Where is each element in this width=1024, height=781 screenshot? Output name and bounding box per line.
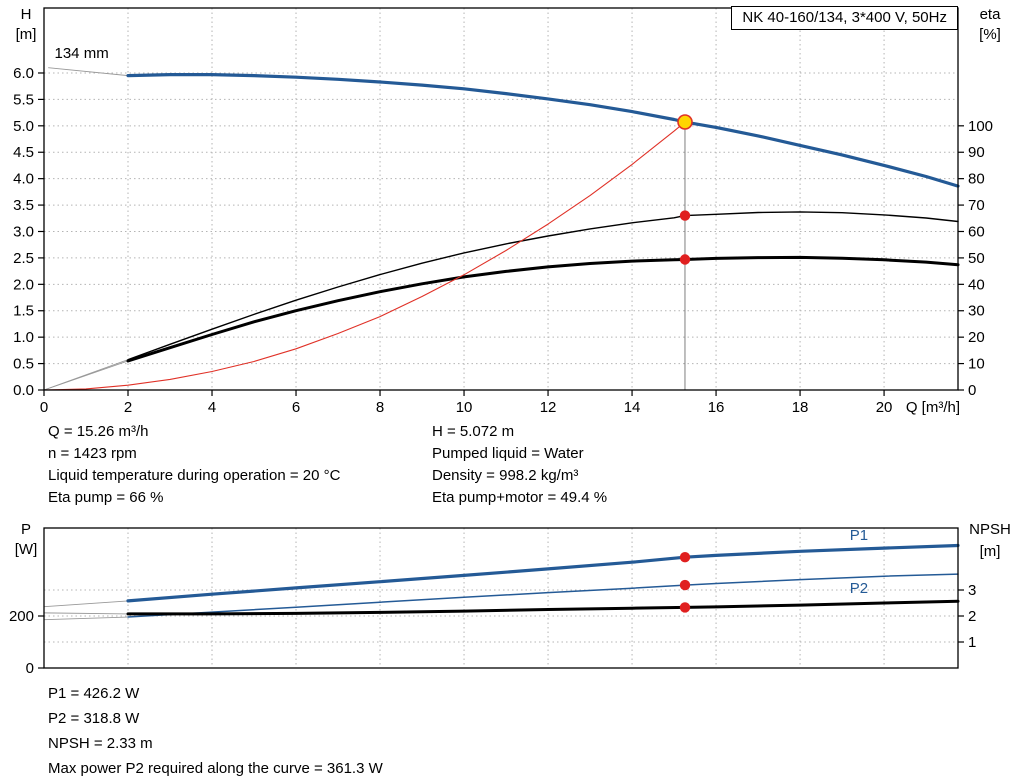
x-tick-label: 20 bbox=[876, 399, 893, 416]
x-tick-label: 2 bbox=[124, 399, 132, 416]
left-tick-label: 0 bbox=[26, 660, 34, 677]
flow-axis-label: Q [m³/h] bbox=[905, 399, 960, 416]
eta-pump-motor-curve bbox=[126, 255, 960, 363]
operating-point-text-right: H = 5.072 m Pumped liquid = Water Densit… bbox=[432, 421, 607, 509]
duty-value-dot[interactable] bbox=[679, 579, 691, 591]
left-tick-label: 4.5 bbox=[13, 144, 34, 161]
power-axis-unit: [W] bbox=[14, 541, 38, 558]
right-tick-label: 10 bbox=[968, 356, 985, 373]
left-tick-label: 2.5 bbox=[13, 250, 34, 267]
power-axis-symbol: P bbox=[20, 521, 31, 538]
max-power-result-line: Max power P2 required along the curve = … bbox=[48, 760, 383, 777]
duty-value-dot[interactable] bbox=[679, 552, 691, 563]
npsh-curve bbox=[126, 599, 960, 616]
duty-value-dot[interactable] bbox=[679, 210, 691, 221]
x-tick-label: 0 bbox=[40, 399, 48, 416]
right-tick-label: 40 bbox=[968, 276, 985, 293]
series-label-p1: P1 bbox=[850, 527, 868, 544]
right-tick-label: 80 bbox=[968, 171, 985, 188]
left-tick-label: 0.0 bbox=[13, 382, 34, 399]
power-npsh-chart: 0 200 1 2 3 P1 P2 bbox=[9, 527, 976, 677]
duty-point-marker[interactable] bbox=[677, 114, 693, 130]
duty-value-dot[interactable] bbox=[679, 602, 691, 613]
flow-value-line: Q = 15.26 m³/h bbox=[48, 423, 149, 440]
p1-curve bbox=[126, 543, 960, 603]
x-tick-label: 8 bbox=[376, 399, 384, 416]
left-tick-label: 3.5 bbox=[13, 197, 34, 214]
eta-pump-line: Eta pump = 66 % bbox=[48, 489, 164, 506]
x-tick-label: 10 bbox=[456, 399, 473, 416]
x-tick-label: 6 bbox=[292, 399, 300, 416]
p1-result-line: P1 = 426.2 W bbox=[48, 685, 140, 702]
left-tick-label: 1.0 bbox=[13, 329, 34, 346]
left-tick-label: 4.0 bbox=[13, 171, 34, 188]
plot-border bbox=[43, 527, 959, 669]
duty-value-dot[interactable] bbox=[679, 254, 691, 265]
right-tick-label: 100 bbox=[968, 118, 993, 135]
npsh-axis-unit: [m] bbox=[979, 543, 1001, 560]
head-axis-unit: [m] bbox=[15, 26, 37, 43]
right-tick-label: 70 bbox=[968, 197, 985, 214]
operating-point-text-left: Q = 15.26 m³/h n = 1423 rpm Liquid tempe… bbox=[48, 421, 340, 509]
right-tick-label: 90 bbox=[968, 144, 985, 161]
speed-value-line: n = 1423 rpm bbox=[48, 445, 137, 462]
left-tick-label: 5.0 bbox=[13, 118, 34, 135]
eta-pump-curve bbox=[127, 211, 959, 361]
right-tick-label: 1 bbox=[968, 634, 976, 651]
x-tick-label: 18 bbox=[792, 399, 809, 416]
head-axis-symbol: H bbox=[20, 6, 32, 23]
npsh-axis-symbol: NPSH bbox=[969, 521, 1011, 538]
x-tick-label: 14 bbox=[624, 399, 641, 416]
x-tick-label: 16 bbox=[708, 399, 725, 416]
left-tick-label: 6.0 bbox=[13, 65, 34, 82]
impeller-size-label: 134 mm bbox=[55, 45, 109, 62]
left-tick-label: 5.5 bbox=[13, 91, 34, 108]
left-tick-label: 200 bbox=[9, 608, 34, 625]
head-curve bbox=[126, 72, 960, 188]
right-tick-label: 0 bbox=[968, 382, 976, 399]
eta-axis-unit: [%] bbox=[979, 26, 1001, 43]
left-tick-label: 3.0 bbox=[13, 223, 34, 240]
plot-border bbox=[43, 7, 959, 391]
liquid-temperature-line: Liquid temperature during operation = 20… bbox=[48, 467, 341, 484]
left-tick-label: 0.5 bbox=[13, 356, 34, 373]
pump-designation-box: NK 40-160/134, 3*400 V, 50Hz bbox=[731, 6, 958, 30]
pumped-liquid-line: Pumped liquid = Water bbox=[432, 445, 584, 462]
x-tick-label: 12 bbox=[540, 399, 557, 416]
right-tick-label: 60 bbox=[968, 223, 985, 240]
p2-curve bbox=[127, 573, 959, 618]
head-value-line: H = 5.072 m bbox=[432, 423, 515, 440]
left-tick-label: 1.5 bbox=[13, 303, 34, 320]
density-line: Density = 998.2 kg/m³ bbox=[432, 467, 579, 484]
right-tick-label: 3 bbox=[968, 582, 976, 599]
left-tick-label: 2.0 bbox=[13, 276, 34, 293]
system-curve bbox=[43, 121, 686, 391]
p2-result-line: P2 = 318.8 W bbox=[48, 710, 140, 727]
right-tick-label: 50 bbox=[968, 250, 985, 267]
eta-pump-motor-line: Eta pump+motor = 49.4 % bbox=[432, 489, 608, 506]
eta-axis-symbol: eta bbox=[979, 6, 1001, 23]
result-text-block: P1 = 426.2 W P2 = 318.8 W NPSH = 2.33 m … bbox=[48, 681, 383, 781]
x-tick-label: 4 bbox=[208, 399, 216, 416]
qh-eta-chart: 0.0 0.5 1.0 1.5 2.0 2.5 3.0 3.5 4.0 4.5 5.0 5.5 6.0 0… bbox=[13, 7, 993, 416]
right-tick-label: 20 bbox=[968, 329, 985, 346]
npsh-result-line: NPSH = 2.33 m bbox=[48, 735, 153, 752]
right-tick-label: 30 bbox=[968, 303, 985, 320]
series-label-p2: P2 bbox=[850, 580, 868, 597]
right-tick-label: 2 bbox=[968, 608, 976, 625]
